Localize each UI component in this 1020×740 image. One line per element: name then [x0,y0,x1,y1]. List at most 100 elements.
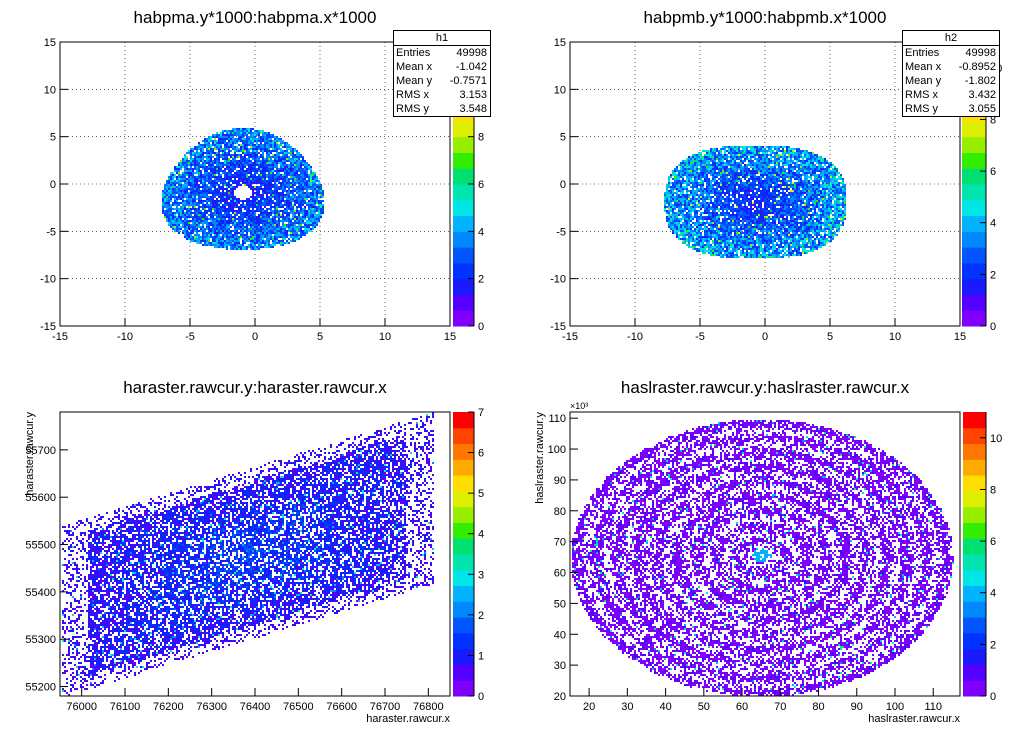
heat-cell [170,200,172,202]
heat-cell [176,210,178,212]
heat-cell [176,168,178,170]
heat-cell [174,170,176,172]
heat-cell [166,214,168,216]
heat-cell [174,190,176,192]
heat-cell [178,178,180,180]
heat-cell [186,196,188,198]
heat-cell [162,190,164,192]
heat-cell [182,210,184,212]
heat-cell [172,224,174,226]
heat-cell [176,224,178,226]
heat-cell [164,190,166,192]
heat-cell [180,178,182,180]
heat-cell [162,200,164,202]
heat-cell [172,196,174,198]
heat-cell [184,176,186,178]
heat-cell [166,198,168,200]
heat-cell [184,220,186,222]
heat-cell [182,226,184,228]
heat-cell [172,216,174,218]
heat-cell [182,160,184,162]
heat-cell [180,220,182,222]
heat-cell [186,168,188,170]
heat-cell [164,202,166,204]
heat-cell [166,218,168,220]
heat-cell [186,166,188,168]
heat-cell [182,198,184,200]
heat-cell [174,186,176,188]
heat-cell [186,204,188,206]
heat-cell [186,210,188,212]
heat-cell [180,166,182,168]
heat-cell [182,164,184,166]
heat-cell [186,156,188,158]
heat-cell [182,212,184,214]
heat-cell [184,218,186,220]
heat-cell [174,226,176,228]
heat-cell [170,172,172,174]
heat-cell [172,218,174,220]
heat-cell [168,218,170,220]
heat-cell [176,206,178,208]
heat-cell [178,194,180,196]
heat-cell [162,202,164,204]
heat-cell [172,192,174,194]
heat-cell [182,194,184,196]
heat-cell [180,196,182,198]
heat-cell [174,214,176,216]
heat-cell [162,196,164,198]
heat-cell [184,202,186,204]
heat-cell [186,218,188,220]
heat-cell [178,190,180,192]
heat-cell [168,210,170,212]
heat-cell [182,200,184,202]
heat-cell [176,204,178,206]
heat-cell [182,222,184,224]
heat-cell [176,180,178,182]
heat-cell [186,186,188,188]
heat-cell [170,192,172,194]
heat-cell [180,212,182,214]
heat-cell [182,162,184,164]
heat-cell [186,222,188,224]
heat-cell [172,182,174,184]
heat-cell [180,176,182,178]
heat-cell [184,170,186,172]
heat-cell [186,228,188,230]
heat-cell [184,234,186,236]
heat-cell [186,224,188,226]
heat-cell [174,224,176,226]
heat-cell [184,232,186,234]
heat-cell [182,224,184,226]
heat-cell [168,216,170,218]
heat-cell [164,188,166,190]
heat-cell [184,184,186,186]
heat-cell [166,208,168,210]
heat-cell [178,208,180,210]
heat-cell [186,170,188,172]
heat-cell [168,198,170,200]
heat-cell [170,184,172,186]
heat-cell [174,230,176,232]
heat-cell [178,184,180,186]
heat-cell [174,228,176,230]
heat-cell [168,196,170,198]
heat-cell [186,180,188,182]
heat-cell [162,194,164,196]
heat-cell [162,208,164,210]
heat-cell [184,230,186,232]
heat-cell [170,214,172,216]
heat-cell [176,172,178,174]
heat-cell [182,180,184,182]
heat-cell [176,212,178,214]
heat-cell [184,224,186,226]
heat-cell [164,210,166,212]
heat-cell [180,216,182,218]
heat-cell [182,186,184,188]
heat-cell [176,222,178,224]
chart-title: habpma.y*1000:habpma.x*1000 [60,8,450,28]
heat-cell [182,158,184,160]
heat-cell [170,180,172,182]
heat-cell [178,222,180,224]
heat-cell [172,228,174,230]
